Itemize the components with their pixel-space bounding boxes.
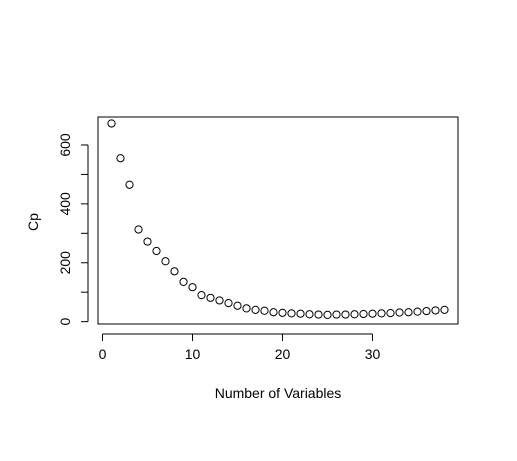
- plot-box: [97, 116, 459, 325]
- y-tick-label: 0: [57, 318, 73, 326]
- data-point: [386, 309, 395, 318]
- data-point: [170, 267, 179, 276]
- data-point: [431, 306, 440, 315]
- x-tick-label: 0: [99, 346, 107, 362]
- data-point: [125, 180, 134, 189]
- data-point: [260, 306, 269, 315]
- data-point: [233, 301, 242, 310]
- data-point: [206, 293, 215, 302]
- data-point: [269, 308, 278, 317]
- data-point: [188, 283, 197, 292]
- data-point: [350, 310, 359, 319]
- data-point: [296, 309, 305, 318]
- data-point: [305, 310, 314, 319]
- data-point: [413, 307, 422, 316]
- x-axis-title: Number of Variables: [215, 385, 342, 401]
- y-axis-title: Cp: [25, 213, 41, 231]
- data-point: [332, 310, 341, 319]
- data-point: [134, 225, 143, 234]
- data-point: [287, 309, 296, 318]
- x-axis: 0 10 20 30: [99, 333, 381, 362]
- data-point: [278, 308, 287, 317]
- data-point: [323, 310, 332, 319]
- data-point: [440, 305, 449, 314]
- y-tick-label: 400: [57, 192, 73, 216]
- data-point: [107, 119, 116, 128]
- data-points: [107, 119, 449, 319]
- data-point: [215, 296, 224, 305]
- data-point: [161, 257, 170, 266]
- data-point: [422, 306, 431, 316]
- data-point: [224, 298, 233, 308]
- data-point: [341, 310, 350, 319]
- data-point: [197, 291, 206, 300]
- data-point: [404, 308, 413, 317]
- data-point: [251, 305, 260, 314]
- data-point: [143, 237, 152, 246]
- data-point: [152, 246, 161, 256]
- data-point: [368, 309, 377, 318]
- y-tick-label: 600: [57, 133, 73, 157]
- y-tick-label: 200: [57, 251, 73, 275]
- data-point: [242, 304, 251, 313]
- data-point: [116, 154, 125, 163]
- data-point: [314, 310, 323, 319]
- data-point: [179, 277, 188, 286]
- y-axis: 0 200 400 600: [57, 133, 89, 326]
- x-tick-label: 10: [185, 346, 201, 362]
- x-tick-label: 20: [275, 346, 291, 362]
- data-point: [377, 309, 386, 318]
- data-point: [359, 309, 368, 319]
- x-tick-label: 30: [365, 346, 381, 362]
- data-point: [395, 308, 404, 317]
